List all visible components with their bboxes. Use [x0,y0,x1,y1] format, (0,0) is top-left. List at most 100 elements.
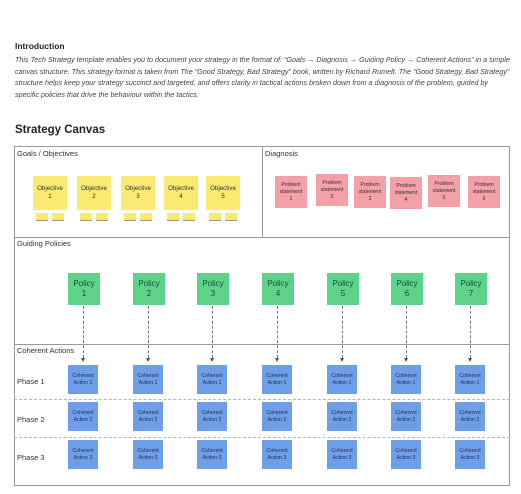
action-label: Action 1 [73,379,93,386]
policy-sticky[interactable]: Policy 5 [327,273,359,305]
coherent-action-sticky[interactable]: Coherent Action 2 [327,402,357,431]
action-label: Action 3 [332,454,352,461]
action-label: Action 3 [202,454,222,461]
action-label: Coherent [459,447,481,454]
coherent-action-sticky[interactable]: Coherent Action 1 [327,365,357,394]
policy-sticky[interactable]: Policy 7 [455,273,487,305]
policy-number: 4 [275,289,281,298]
keyresult-sticky[interactable] [36,213,48,221]
action-label: Coherent [459,409,481,416]
policy-number: 3 [210,289,216,298]
coherent-action-sticky[interactable]: Coherent Action 2 [391,402,421,431]
policy-arrow-line [470,306,471,358]
problem-label: statement [279,188,303,195]
action-label: Action 3 [73,454,93,461]
objective-sticky[interactable]: Objective 3 [121,176,155,210]
policy-arrow-line [148,306,149,358]
coherent-action-sticky[interactable]: Coherent Action 1 [68,365,98,394]
keyresult-sticky[interactable] [167,213,179,221]
coherent-action-sticky[interactable]: Coherent Action 1 [262,365,292,394]
coherent-action-sticky[interactable]: Coherent Action 2 [455,402,485,431]
phase-label: Phase 2 [17,415,45,424]
keyresult-sticky[interactable] [52,213,64,221]
action-label: Coherent [201,409,223,416]
problem-label: Problem [396,182,416,189]
problem-statement-sticky[interactable]: Problem statement 1 [275,176,307,208]
action-label: Coherent [72,409,94,416]
problem-label: statement [358,188,382,195]
coherent-action-sticky[interactable]: Coherent Action 2 [133,402,163,431]
objective-label: Objective [210,185,236,192]
policy-sticky[interactable]: Policy 6 [391,273,423,305]
problem-statement-sticky[interactable]: Problem statement 2 [316,174,348,206]
action-label: Coherent [331,447,353,454]
action-label: Action 2 [396,416,416,423]
coherent-action-sticky[interactable]: Coherent Action 1 [391,365,421,394]
problem-statement-sticky[interactable]: Problem statement 3 [354,176,386,208]
objective-sticky[interactable]: Objective 2 [77,176,111,210]
objective-sticky[interactable]: Objective 5 [206,176,240,210]
section-divider-actions [14,344,510,345]
coherent-action-sticky[interactable]: Coherent Action 3 [133,440,163,469]
problem-statement-sticky[interactable]: Problem statement 5 [428,175,460,207]
policy-arrow-line [212,306,213,358]
action-label: Action 2 [73,416,93,423]
action-label: Action 3 [396,454,416,461]
action-label: Action 2 [267,416,287,423]
objective-number: 5 [221,193,225,200]
coherent-action-sticky[interactable]: Coherent Action 3 [68,440,98,469]
policy-number: 5 [340,289,346,298]
policy-sticky[interactable]: Policy 4 [262,273,294,305]
objective-label: Objective [37,185,63,192]
action-label: Action 1 [202,379,222,386]
keyresult-sticky[interactable] [124,213,136,221]
problem-label: statement [394,189,418,196]
arrowhead-icon [340,358,344,362]
coherent-action-sticky[interactable]: Coherent Action 1 [455,365,485,394]
keyresult-sticky[interactable] [225,213,237,221]
objective-sticky[interactable]: Objective 1 [33,176,67,210]
coherent-action-sticky[interactable]: Coherent Action 3 [455,440,485,469]
problem-number: 1 [289,195,293,202]
coherent-action-sticky[interactable]: Coherent Action 2 [197,402,227,431]
coherent-action-sticky[interactable]: Coherent Action 3 [262,440,292,469]
phase-divider-2 [14,437,510,438]
action-label: Coherent [395,447,417,454]
coherent-action-sticky[interactable]: Coherent Action 3 [327,440,357,469]
coherent-action-sticky[interactable]: Coherent Action 3 [197,440,227,469]
keyresult-sticky[interactable] [80,213,92,221]
keyresult-sticky[interactable] [140,213,152,221]
coherent-action-sticky[interactable]: Coherent Action 1 [197,365,227,394]
policy-sticky[interactable]: Policy 2 [133,273,165,305]
problem-number: 4 [404,196,408,203]
policy-sticky[interactable]: Policy 1 [68,273,100,305]
coherent-action-sticky[interactable]: Coherent Action 1 [133,365,163,394]
arrowhead-icon [210,358,214,362]
problem-statement-sticky[interactable]: Problem statement 4 [390,177,422,209]
policy-number: 2 [146,289,152,298]
action-label: Coherent [201,447,223,454]
objective-number: 3 [136,193,140,200]
policy-label: Policy [202,278,224,288]
problem-label: statement [320,186,344,193]
action-label: Action 1 [332,379,352,386]
problem-label: Problem [434,180,454,187]
keyresult-sticky[interactable] [96,213,108,221]
keyresult-sticky[interactable] [183,213,195,221]
keyresult-sticky[interactable] [209,213,221,221]
policy-label: Policy [73,278,95,288]
phase-label: Phase 1 [17,377,45,386]
coherent-action-sticky[interactable]: Coherent Action 2 [262,402,292,431]
policy-label: Policy [267,278,289,288]
problem-statement-sticky[interactable]: Problem statement 6 [468,176,500,208]
action-label: Action 2 [138,416,158,423]
objective-sticky[interactable]: Objective 4 [164,176,198,210]
action-label: Action 2 [460,416,480,423]
action-label: Coherent [459,372,481,379]
policy-sticky[interactable]: Policy 3 [197,273,229,305]
arrowhead-icon [81,358,85,362]
coherent-action-sticky[interactable]: Coherent Action 3 [391,440,421,469]
coherent-action-sticky[interactable]: Coherent Action 2 [68,402,98,431]
action-label: Action 1 [460,379,480,386]
problem-label: Problem [360,181,380,188]
